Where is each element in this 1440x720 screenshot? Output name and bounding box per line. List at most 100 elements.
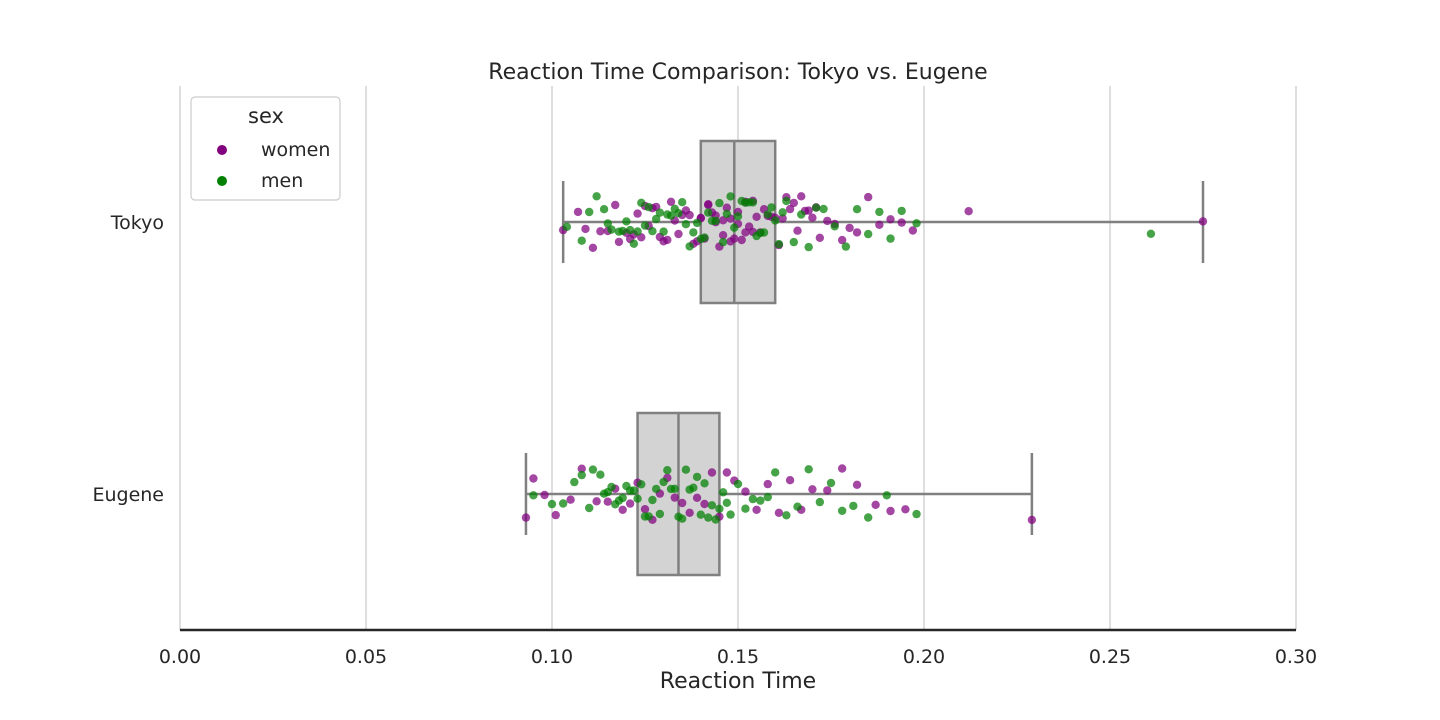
strip-point-women: [837, 235, 847, 245]
strip-point-women: [640, 505, 650, 514]
strip-point-women: [663, 235, 672, 245]
strip-point-men: [696, 510, 705, 519]
strip-point-women: [633, 209, 642, 218]
strip-point-women: [540, 490, 549, 500]
strip-point-men: [666, 211, 676, 220]
y-tick-label: Tokyo: [110, 212, 164, 234]
chart-title: Reaction Time Comparison: Tokyo vs. Euge…: [488, 60, 987, 85]
strip-point-women: [685, 508, 694, 517]
strip-point-men: [756, 496, 765, 505]
legend: sex women men: [190, 96, 341, 201]
x-tick-label: 0.05: [345, 646, 387, 668]
strip-point-women: [778, 214, 787, 223]
strip-point-women: [763, 479, 772, 489]
axes: 0.00 0.05 0.10 0.15 0.20 0.25 0.30 Tokyo Eugene: [92, 212, 1317, 668]
strip-point-women: [752, 212, 761, 221]
strip-point-men: [692, 472, 702, 482]
strip-point-men: [722, 209, 732, 219]
strip-point-women: [871, 500, 880, 509]
strip-point-women: [845, 223, 854, 233]
strip-point-men: [678, 514, 687, 523]
strip-point-men: [637, 480, 646, 489]
strip-point-women: [908, 226, 918, 235]
strip-point-men: [763, 210, 772, 219]
strip-point-women: [737, 235, 746, 245]
strip-point-men: [830, 222, 839, 231]
strip-point-men: [651, 484, 661, 494]
strip-point-men: [622, 217, 631, 226]
strip-point-women: [823, 216, 832, 226]
strip-point-men: [603, 219, 612, 228]
strip-point-women: [785, 204, 795, 214]
strip-point-men: [558, 499, 568, 508]
strip-point-women: [852, 480, 862, 489]
strip-point-men: [1146, 229, 1156, 238]
strip-point-women: [808, 485, 817, 494]
strip-point-men: [599, 205, 609, 214]
strip-point-women: [625, 499, 635, 508]
strip-point-women: [521, 513, 531, 522]
strip-point-women: [666, 197, 676, 206]
legend-label-women: women: [261, 139, 330, 161]
strip-point-men: [711, 216, 720, 226]
strip-point-men: [912, 219, 921, 228]
strip-point-women: [815, 233, 825, 242]
strip-point-men: [692, 218, 702, 228]
strip-point-women: [566, 495, 575, 504]
strip-point-women: [581, 224, 590, 234]
strip-point-men: [618, 226, 627, 236]
strip-point-men: [678, 198, 687, 207]
strip-point-men: [625, 225, 635, 235]
strip-point-men: [644, 512, 653, 521]
strip-point-men: [726, 510, 735, 519]
strip-point-men: [741, 504, 750, 513]
strip-point-men: [618, 493, 627, 503]
strip-point-men: [793, 502, 802, 511]
strip-point-men: [704, 208, 713, 217]
strip-point-women: [700, 499, 709, 509]
legend-marker-women: [217, 145, 227, 155]
strip-point-men: [704, 513, 713, 522]
strip-point-men: [629, 486, 639, 495]
strip-point-men: [837, 506, 847, 515]
strip-points: [521, 192, 1208, 525]
strip-point-men: [849, 501, 858, 511]
strip-point-women: [804, 206, 813, 215]
x-tick-label: 0.00: [159, 646, 201, 668]
strip-point-men: [681, 465, 691, 474]
strip-point-men: [897, 206, 906, 216]
strip-point-men: [748, 198, 758, 207]
strip-point-women: [789, 198, 798, 208]
strip-point-men: [562, 222, 572, 231]
strip-point-men: [659, 477, 668, 487]
x-tick-label: 0.15: [717, 646, 759, 668]
strip-point-men: [722, 498, 732, 507]
strip-point-women: [864, 192, 873, 202]
strip-point-women: [588, 243, 598, 252]
strip-point-women: [1027, 515, 1037, 525]
strip-point-women: [730, 234, 739, 243]
strip-point-women: [592, 497, 601, 506]
strip-point-men: [733, 479, 743, 489]
strip-point-men: [585, 207, 594, 217]
strip-point-women: [577, 464, 586, 473]
strip-point-men: [577, 470, 586, 480]
strip-point-men: [730, 223, 739, 232]
strip-point-men: [759, 228, 769, 237]
strip-point-men: [607, 482, 616, 492]
strip-point-men: [726, 192, 735, 201]
strip-point-men: [651, 214, 661, 224]
strip-point-men: [782, 196, 791, 206]
strip-point-men: [674, 209, 683, 218]
strip-point-women: [774, 508, 784, 517]
strip-point-men: [707, 501, 717, 510]
strip-point-men: [529, 491, 538, 500]
strip-point-men: [778, 208, 787, 217]
strip-point-men: [640, 221, 650, 230]
strip-point-men: [648, 227, 657, 236]
strip-point-women: [964, 207, 973, 216]
strip-point-men: [681, 220, 691, 229]
strip-point-men: [633, 494, 642, 503]
strip-point-men: [689, 228, 698, 237]
strip-point-men: [629, 239, 639, 248]
